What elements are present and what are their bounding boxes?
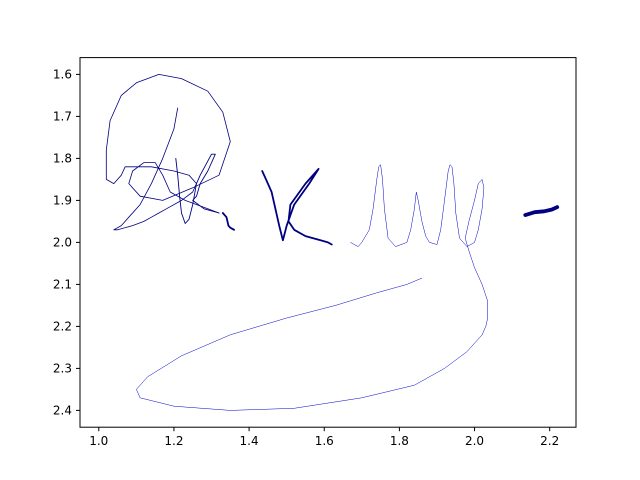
series-layer bbox=[105, 74, 560, 411]
x-axis-ticks: 1.0 1.2 1.4 1.6 1.8 2.0 2.2 bbox=[89, 427, 559, 448]
x-tick-label: 2.0 bbox=[465, 434, 484, 448]
y-tick-label: 1.8 bbox=[53, 151, 72, 165]
y-axis-ticks: 1.6 1.7 1.8 1.9 2.0 2.1 2.2 2.3 2.4 bbox=[53, 67, 80, 417]
x-tick-label: 1.8 bbox=[390, 434, 409, 448]
y-tick-label: 2.1 bbox=[53, 277, 72, 291]
y-tick-label: 2.3 bbox=[53, 361, 72, 375]
x-tick-label: 1.2 bbox=[164, 434, 183, 448]
stroke-series-2 bbox=[175, 153, 220, 224]
x-tick-label: 1.6 bbox=[315, 434, 334, 448]
stroke-series-1 bbox=[105, 74, 231, 231]
stroke-series-3 bbox=[221, 212, 236, 231]
stroke-series-5 bbox=[136, 164, 488, 411]
y-tick-label: 1.6 bbox=[53, 67, 72, 81]
y-tick-label: 2.0 bbox=[53, 235, 72, 249]
x-tick-label: 1.4 bbox=[240, 434, 259, 448]
y-tick-label: 2.2 bbox=[53, 319, 72, 333]
y-tick-label: 1.9 bbox=[53, 193, 72, 207]
stroke-series-4 bbox=[261, 167, 333, 246]
stroke-series-6 bbox=[523, 205, 560, 218]
x-tick-label: 1.0 bbox=[89, 434, 108, 448]
y-tick-label: 1.7 bbox=[53, 109, 72, 123]
y-tick-label: 2.4 bbox=[53, 403, 72, 417]
x-tick-label: 2.2 bbox=[540, 434, 559, 448]
